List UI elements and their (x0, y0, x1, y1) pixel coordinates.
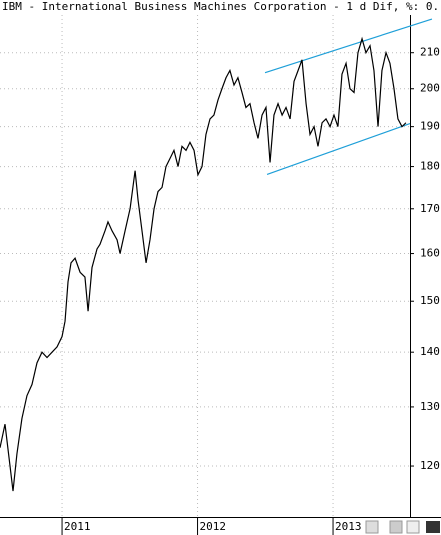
x-tick-label: 2011 (64, 520, 91, 533)
tool-icon[interactable] (389, 520, 403, 534)
tool-icon[interactable] (426, 521, 440, 533)
channel-line (266, 122, 411, 175)
y-tick-label: 140 (420, 345, 440, 358)
x-tick-label: 2012 (200, 520, 227, 533)
y-tick-label: 210 (420, 46, 440, 59)
tool-icon[interactable] (406, 520, 420, 534)
y-tick-label: 180 (420, 160, 440, 173)
toolbar (365, 520, 440, 534)
chart-title: IBM - International Business Machines Co… (2, 0, 439, 13)
y-tick-label: 200 (420, 82, 440, 95)
y-tick-label: 160 (420, 247, 440, 260)
x-tick-label: 2013 (335, 520, 362, 533)
tool-icon[interactable] (365, 520, 379, 534)
y-tick-label: 150 (420, 294, 440, 307)
price-line (0, 36, 407, 492)
y-tick-label: 120 (420, 459, 440, 472)
channel-line (264, 18, 433, 74)
y-tick-label: 190 (420, 120, 440, 133)
y-tick-label: 130 (420, 400, 440, 413)
y-tick-label: 170 (420, 202, 440, 215)
